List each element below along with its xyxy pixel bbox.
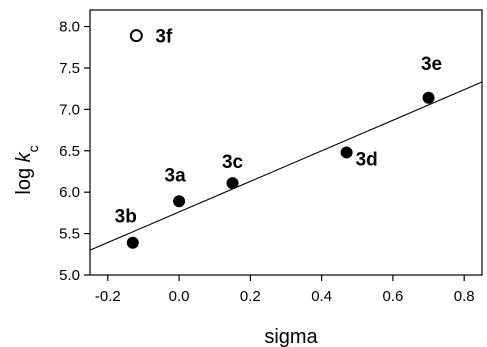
point-labels: 3a 3b 3c 3d 3e 3f — [115, 27, 442, 228]
y-axis-title-subscript: c — [25, 145, 41, 152]
point-label-3c: 3c — [222, 152, 244, 173]
data-point-3e — [422, 91, 435, 104]
point-label-3d: 3d — [356, 149, 378, 170]
axis-ticks: -0.2 0.0 0.2 0.4 0.6 0.8 5.0 5.5 6.0 6.5 7.0 7.5 8.0 — [59, 19, 474, 305]
plot-area-border — [89, 9, 483, 276]
y-tick-label: 7.0 — [59, 101, 80, 118]
fit-line-group — [89, 81, 483, 251]
x-tick-label: 0.2 — [240, 288, 261, 305]
y-tick-label: 6.0 — [59, 184, 80, 201]
y-tick-label: 8.0 — [59, 19, 80, 36]
data-point-3a — [173, 195, 186, 208]
data-points — [126, 29, 435, 249]
regression-line — [89, 81, 483, 251]
plot-frame — [89, 9, 483, 276]
point-label-3a: 3a — [165, 165, 187, 186]
y-axis-title-italic: k — [13, 151, 35, 162]
x-tick-label: 0.6 — [382, 288, 403, 305]
y-tick-label: 5.5 — [59, 226, 80, 243]
x-axis-title: sigma — [264, 326, 318, 347]
point-label-3b: 3b — [115, 207, 137, 228]
data-point-3d — [340, 146, 353, 159]
y-tick-label: 6.5 — [59, 143, 80, 160]
x-tick-label: 0.4 — [311, 288, 332, 305]
y-tick-label: 5.0 — [59, 267, 80, 284]
y-axis-title-main: log — [13, 162, 35, 194]
point-label-3f: 3f — [155, 27, 173, 48]
y-tick-label: 7.5 — [59, 60, 80, 77]
x-tick-label: 0.0 — [169, 288, 190, 305]
x-tick-label: 0.8 — [454, 288, 475, 305]
y-axis-title: log kc — [13, 145, 41, 194]
data-point-3f — [129, 29, 143, 43]
data-point-3c — [226, 177, 239, 190]
data-point-3b — [126, 236, 139, 249]
x-tick-label: -0.2 — [95, 288, 121, 305]
point-label-3e: 3e — [421, 54, 442, 75]
